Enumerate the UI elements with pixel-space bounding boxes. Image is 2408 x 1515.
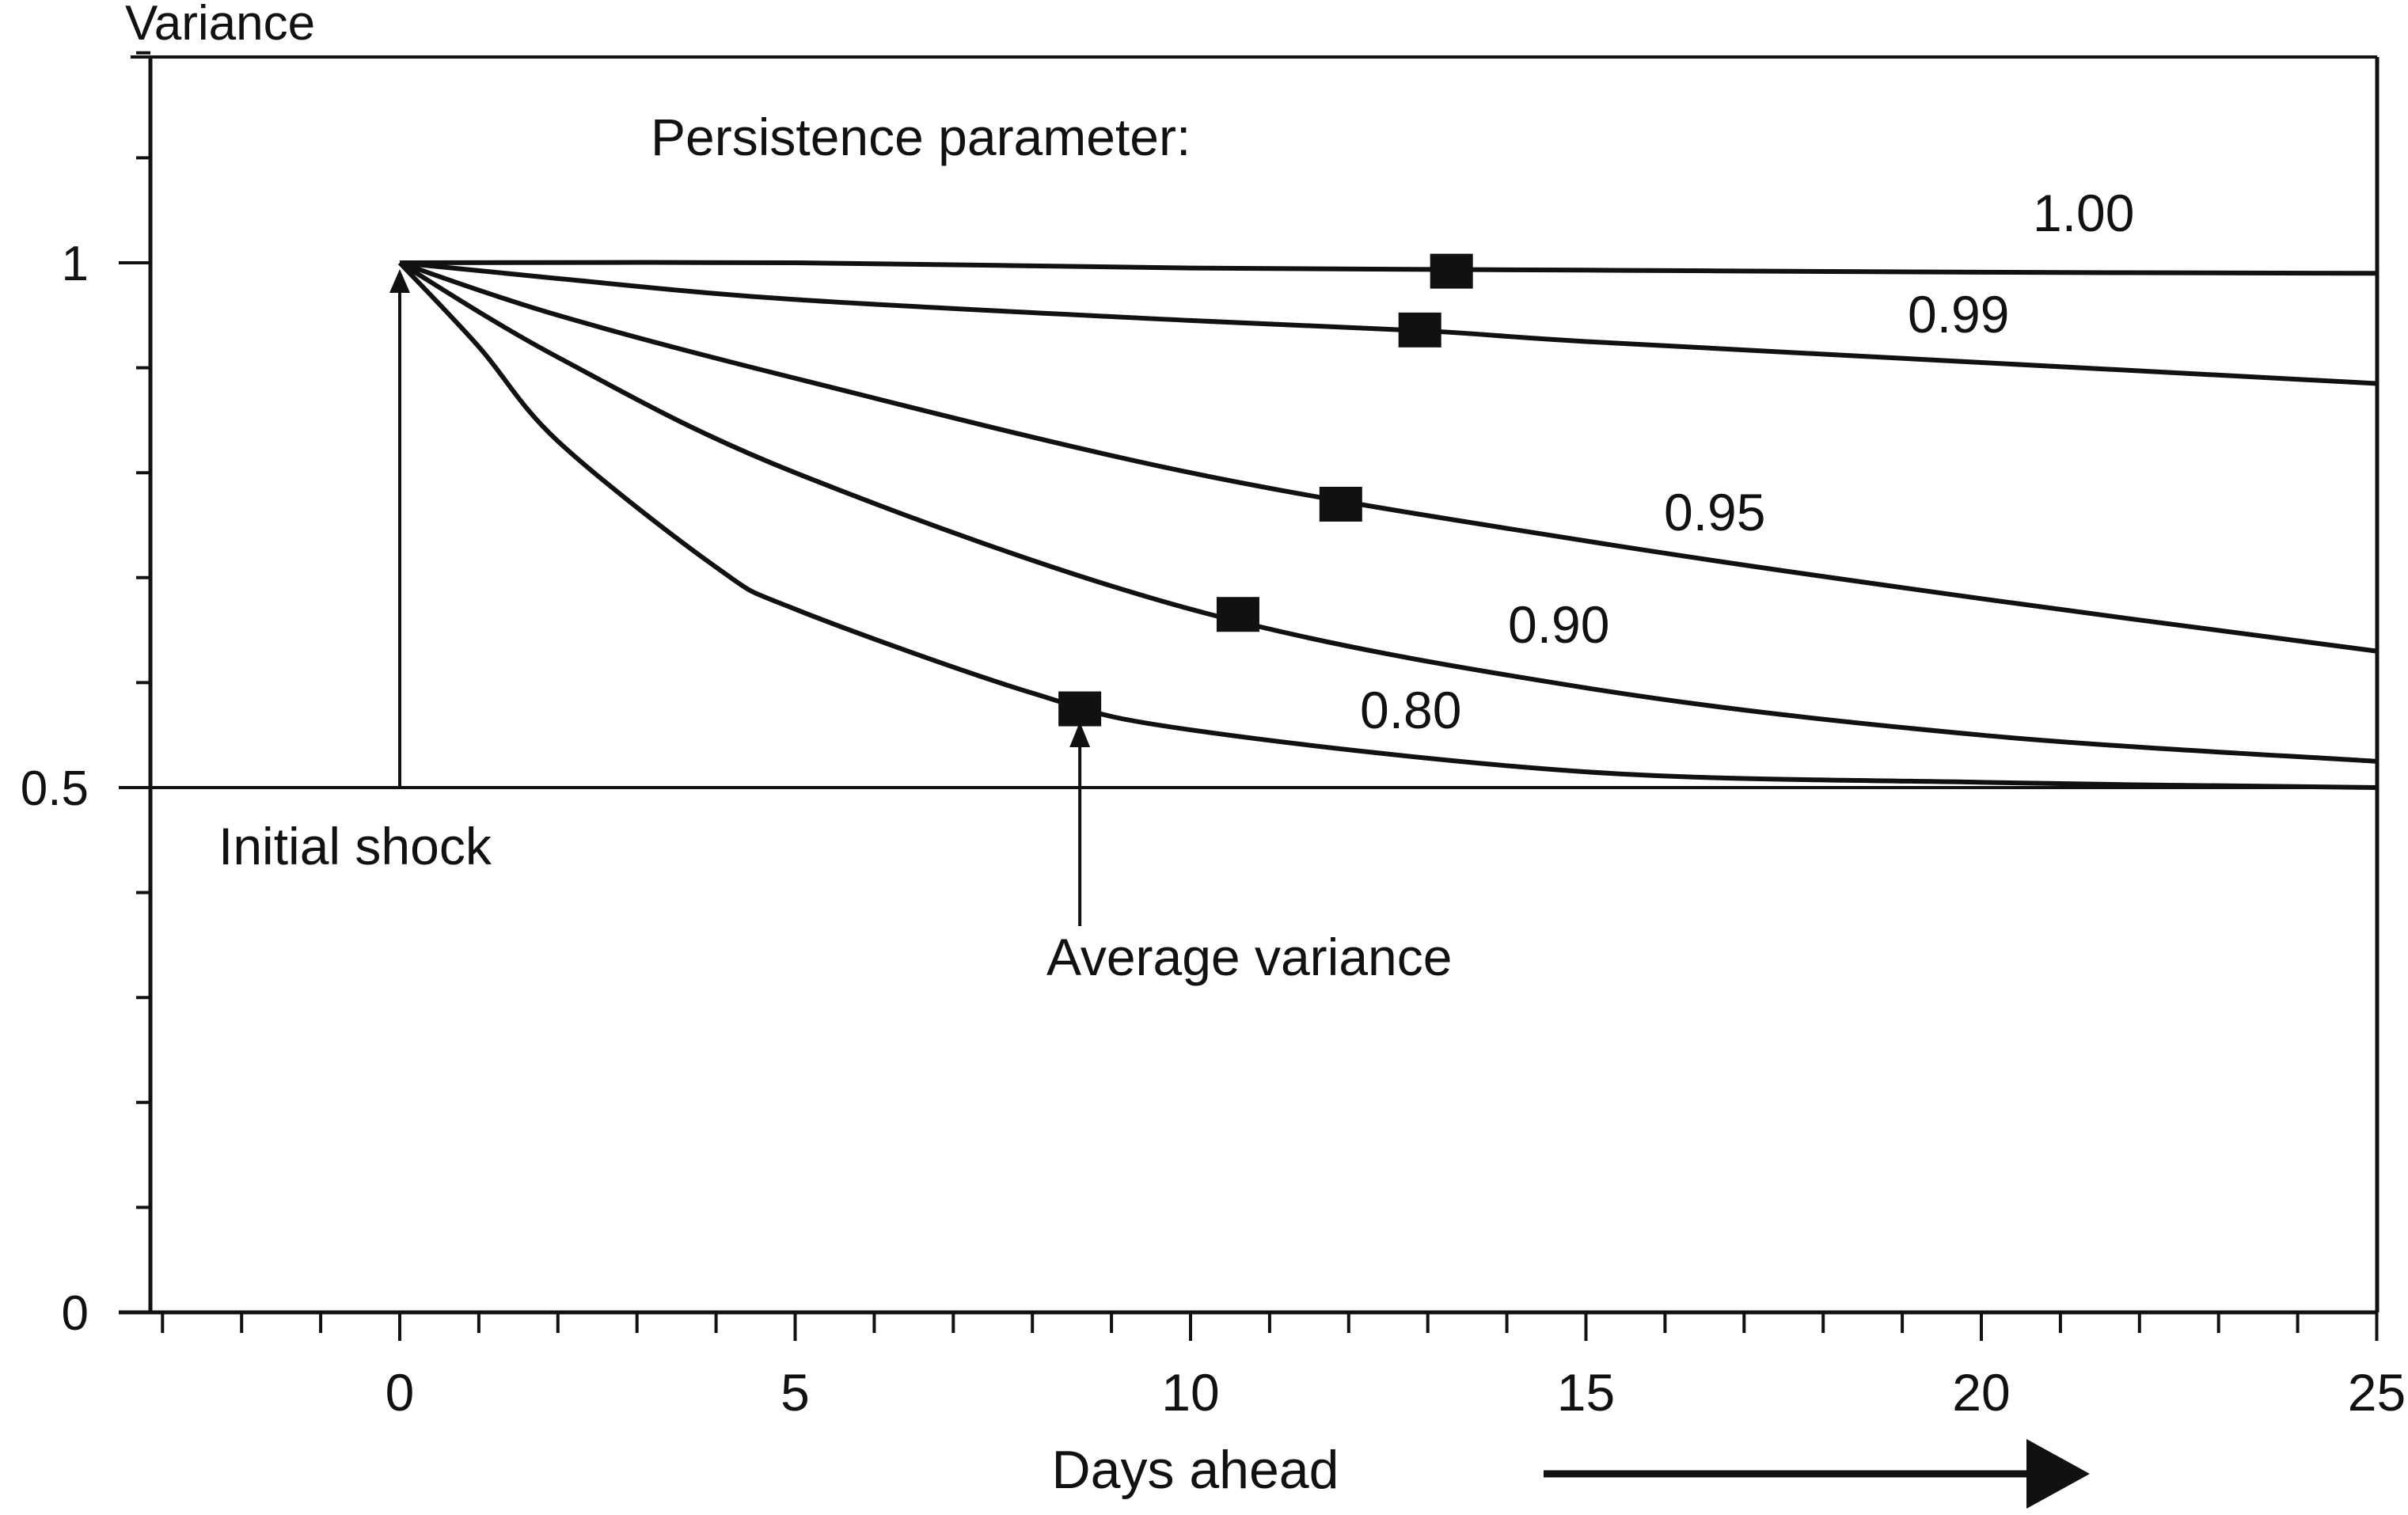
series-marker-0.90 — [1216, 597, 1259, 632]
initial-shock-arrow-icon — [389, 269, 410, 293]
series-label-0.95: 0.95 — [1664, 483, 1765, 541]
x-tick-label: 15 — [1557, 1363, 1615, 1422]
y-tick-label: 0 — [62, 1286, 89, 1341]
series-marker-0.95 — [1319, 486, 1362, 522]
x-tick-label: 20 — [1952, 1363, 2010, 1422]
average-variance-arrow-icon — [1069, 722, 1091, 747]
series-label-1.00: 1.00 — [2033, 184, 2134, 242]
initial-shock-label: Initial shock — [218, 817, 492, 875]
annotations: Initial shock Average variance — [218, 269, 1452, 986]
tick-labels: 00.510 5 10 15 20 25 — [21, 237, 2406, 1422]
series-label-0.80: 0.80 — [1360, 681, 1461, 739]
series-marker-1.00 — [1430, 253, 1473, 289]
y-axis-label: Variance — [125, 0, 315, 51]
y-tick-label: 0.5 — [21, 761, 89, 816]
x-tick-label: 0 — [386, 1363, 415, 1422]
series-label-0.99: 0.99 — [1908, 285, 2009, 344]
series-markers — [1058, 253, 1473, 727]
series-line-0.99 — [399, 260, 2377, 386]
series-marker-0.80 — [1058, 691, 1102, 727]
axis-ticks — [119, 51, 2379, 1341]
x-tick-label: 25 — [2348, 1363, 2406, 1422]
y-tick-label: 1 — [62, 237, 89, 291]
series-marker-0.99 — [1398, 312, 1441, 347]
series-line-0.95 — [399, 260, 2377, 654]
series-label-0.90: 0.90 — [1508, 595, 1609, 654]
plot-frame — [119, 55, 2380, 1315]
x-tick-label: 10 — [1161, 1363, 1219, 1422]
x-axis-direction-arrow-icon — [1544, 1439, 2090, 1509]
x-axis-label: Days ahead — [1052, 1440, 1339, 1500]
series-line-1.00 — [399, 260, 2377, 276]
average-variance-label: Average variance — [1046, 928, 1452, 986]
series-labels: 1.00 0.99 0.95 0.90 0.80 — [1360, 184, 2134, 739]
legend-title: Persistence parameter: — [651, 108, 1191, 166]
x-tick-label: 5 — [781, 1363, 810, 1422]
